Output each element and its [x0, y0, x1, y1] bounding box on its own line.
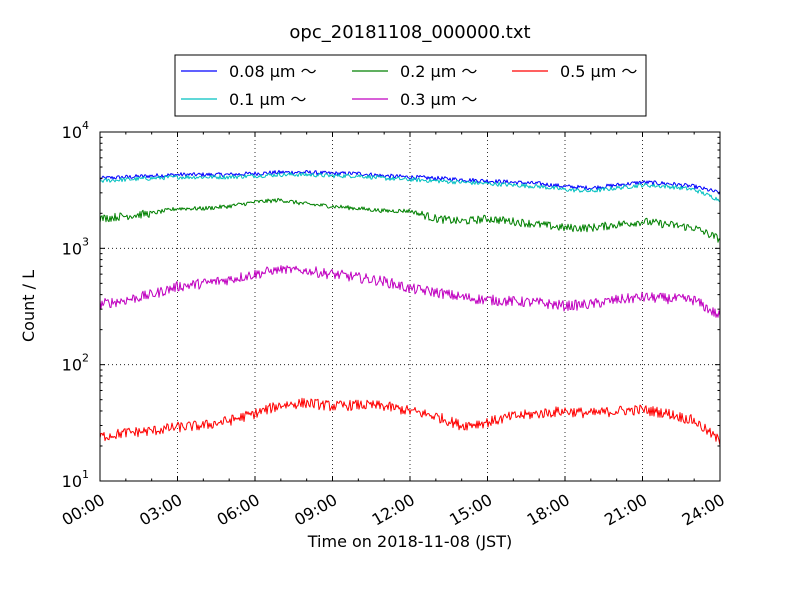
y-tick-label: 10 4 — [62, 119, 89, 142]
y-axis-label: Count / L — [19, 270, 38, 342]
y-tick-label: 10 2 — [62, 352, 89, 375]
series-line — [99, 172, 721, 203]
x-axis-label: Time on 2018-11-08 (JST) — [307, 532, 512, 551]
legend-label: 0.3 μm ～ — [400, 90, 477, 109]
legend-entry: 0.1 μm ～ — [181, 90, 306, 109]
ticks — [99, 131, 721, 482]
y-tick-label-exponent: 1 — [82, 468, 89, 481]
legend-label: 0.1 μm ～ — [229, 90, 306, 109]
y-tick-label-base: 10 — [62, 123, 82, 142]
legend: 0.08 μm ～ 0.1 μm ～ 0.2 μm ～ 0.3 μm ～ 0.5 μm … — [174, 54, 647, 117]
y-tick-label-exponent: 3 — [82, 235, 89, 248]
legend-entry: 0.2 μm ～ — [352, 62, 477, 81]
y-tick-label-exponent: 4 — [82, 119, 89, 132]
y-tick-label-base: 10 — [62, 356, 82, 375]
legend-entry: 0.5 μm ～ — [512, 62, 637, 81]
series-layer — [99, 169, 721, 446]
grid — [100, 132, 720, 481]
y-tick-label: 10 1 — [62, 468, 89, 491]
series-line — [99, 197, 721, 243]
y-tick-label-base: 10 — [62, 239, 82, 258]
y-tick-label-base: 10 — [62, 472, 82, 491]
legend-entry: 0.08 μm ～ — [181, 62, 317, 81]
legend-label: 0.2 μm ～ — [400, 62, 477, 81]
legend-frame — [174, 54, 647, 117]
legend-entry: 0.3 μm ～ — [352, 90, 477, 109]
series-line — [99, 397, 721, 446]
series-line — [99, 265, 721, 318]
y-tick-label: 10 3 — [62, 235, 89, 258]
legend-label: 0.08 μm ～ — [229, 62, 317, 81]
y-tick-label-exponent: 2 — [82, 352, 89, 365]
legend-label: 0.5 μm ～ — [560, 62, 637, 81]
chart-title: opc_20181108_000000.txt — [289, 22, 530, 43]
